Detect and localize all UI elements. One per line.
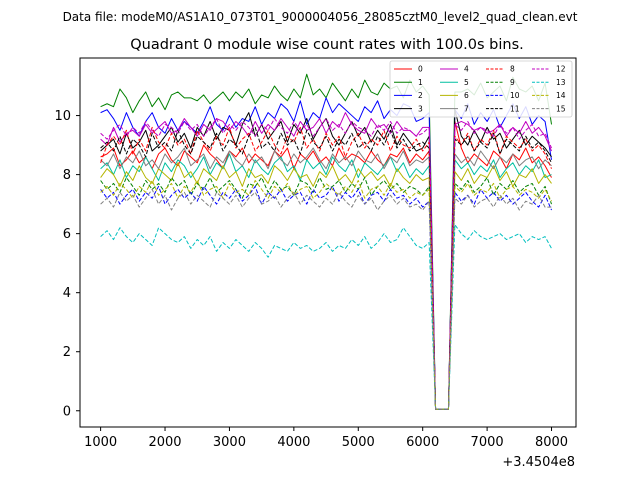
series-line-13 (100, 224, 552, 410)
series-line-15 (100, 188, 552, 410)
y-tick-label-10: 10 (54, 109, 71, 124)
legend-label-13: 13 (556, 78, 566, 87)
legend-label-6: 6 (464, 91, 469, 100)
x-tick-label-4000: 4000 (277, 435, 310, 450)
suptitle: Data file: modeM0/AS1A10_073T01_90000040… (63, 10, 578, 24)
x-tick-label-3000: 3000 (213, 435, 246, 450)
plot-area (100, 73, 553, 410)
y-tick-label-4: 4 (63, 286, 71, 301)
x-tick-label-7000: 7000 (471, 435, 504, 450)
series-line-5 (100, 153, 552, 410)
x-offset-label: +3.4504e8 (502, 455, 575, 470)
series-line-6 (100, 162, 552, 410)
legend-label-4: 4 (464, 65, 469, 74)
x-tick-label-1000: 1000 (84, 435, 117, 450)
series-line-12 (100, 118, 552, 410)
series-line-14 (100, 180, 552, 410)
legend-box (389, 60, 573, 118)
y-tick-label-6: 6 (63, 227, 71, 242)
x-tick-label-2000: 2000 (148, 435, 181, 450)
legend-label-2: 2 (418, 91, 423, 100)
series-line-10 (100, 185, 552, 410)
legend-label-5: 5 (464, 78, 469, 87)
series-line-8 (100, 126, 552, 410)
chart-title: Quadrant 0 module wise count rates with … (130, 37, 524, 53)
x-tick-label-6000: 6000 (406, 435, 439, 450)
legend-label-7: 7 (464, 104, 469, 113)
legend-label-1: 1 (418, 78, 423, 87)
y-tick-label-8: 8 (63, 168, 71, 183)
series-line-11 (100, 126, 552, 410)
legend-label-12: 12 (556, 65, 566, 74)
series-line-3 (100, 109, 552, 410)
legend-label-15: 15 (556, 104, 566, 113)
series-lines (100, 73, 553, 410)
legend-label-11: 11 (510, 104, 520, 113)
legend-label-10: 10 (510, 91, 520, 100)
legend-label-8: 8 (510, 65, 515, 74)
series-line-2 (100, 97, 553, 410)
legend-label-3: 3 (418, 104, 423, 113)
y-tick-label-0: 0 (63, 404, 71, 419)
series-line-7 (100, 147, 552, 410)
series-line-9 (100, 177, 552, 410)
x-tick-label-8000: 8000 (535, 435, 568, 450)
legend-label-14: 14 (556, 91, 566, 100)
y-tick-label-2: 2 (63, 345, 71, 360)
legend-label-0: 0 (418, 65, 423, 74)
x-tick-label-5000: 5000 (342, 435, 375, 450)
legend-label-9: 9 (510, 78, 515, 87)
axes-frame (79, 57, 577, 428)
